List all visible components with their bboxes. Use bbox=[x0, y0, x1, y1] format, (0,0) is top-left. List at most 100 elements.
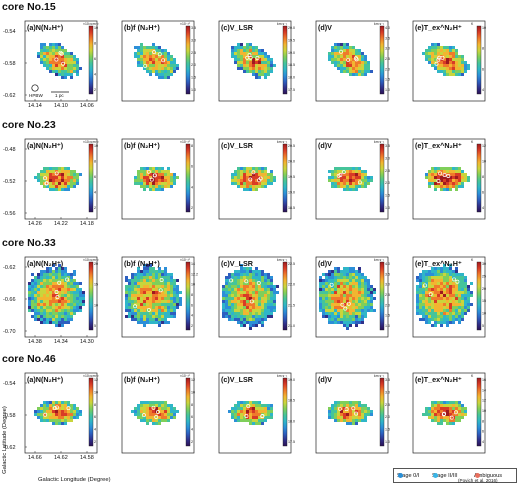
map-pixel bbox=[419, 291, 422, 294]
map-pixel bbox=[431, 401, 434, 404]
map-pixel bbox=[252, 173, 255, 176]
map-pixel bbox=[464, 179, 467, 182]
map-pixel bbox=[343, 404, 346, 407]
map-pixel bbox=[273, 285, 276, 288]
map-pixel bbox=[246, 312, 249, 315]
map-pixel bbox=[234, 291, 237, 294]
map-pixel bbox=[337, 309, 340, 312]
colorbar-tick: 25 bbox=[482, 274, 486, 278]
map-pixel bbox=[134, 52, 137, 55]
colorbar-tick: 1.5 bbox=[385, 78, 390, 82]
map-pixel bbox=[267, 279, 270, 282]
map-pixel bbox=[355, 401, 358, 404]
x-axis-label: Galactic Longitude (Degree) bbox=[38, 477, 111, 483]
map-pixel bbox=[355, 73, 358, 76]
map-pixel bbox=[264, 52, 267, 55]
map-pixel bbox=[249, 297, 252, 300]
map-pixel bbox=[434, 55, 437, 58]
map-pixel bbox=[131, 285, 134, 288]
map-pixel bbox=[461, 176, 464, 179]
map-pixel bbox=[264, 176, 267, 179]
map-pixel bbox=[246, 179, 249, 182]
map-pixel bbox=[355, 419, 358, 422]
map-pixel bbox=[70, 61, 73, 64]
map-pixel bbox=[458, 321, 461, 324]
map-pixel bbox=[437, 413, 440, 416]
map-pixel bbox=[79, 173, 82, 176]
map-pixel bbox=[252, 282, 255, 285]
map-pixel bbox=[467, 303, 470, 306]
map-pixel bbox=[149, 185, 152, 188]
map-pixel bbox=[146, 294, 149, 297]
map-pixel bbox=[458, 64, 461, 67]
map-pixel bbox=[255, 282, 258, 285]
map-pixel bbox=[49, 291, 52, 294]
map-pixel bbox=[349, 188, 352, 191]
map-pixel bbox=[164, 312, 167, 315]
map-pixel bbox=[137, 285, 140, 288]
map-pixel bbox=[73, 413, 76, 416]
map-pixel bbox=[28, 282, 31, 285]
colorbar bbox=[88, 25, 94, 95]
map-pixel bbox=[270, 182, 273, 185]
map-pixel bbox=[449, 410, 452, 413]
map-pixel bbox=[249, 419, 252, 422]
colorbar-tick: 10 bbox=[94, 303, 98, 307]
map-pixel bbox=[346, 64, 349, 67]
map-pixel bbox=[61, 303, 64, 306]
map-pixel bbox=[70, 404, 73, 407]
map-pixel bbox=[146, 173, 149, 176]
map-pixel bbox=[361, 67, 364, 70]
map-pixel bbox=[231, 416, 234, 419]
map-pixel bbox=[252, 416, 255, 419]
map-pixel bbox=[228, 309, 231, 312]
map-pixel bbox=[237, 170, 240, 173]
map-pixel bbox=[61, 285, 64, 288]
map-pixel bbox=[419, 288, 422, 291]
map-pixel bbox=[325, 306, 328, 309]
map-pixel bbox=[258, 67, 261, 70]
map-pixel bbox=[152, 67, 155, 70]
map-pixel bbox=[234, 318, 237, 321]
map-pixel bbox=[334, 285, 337, 288]
map-pixel bbox=[446, 401, 449, 404]
map-pixel bbox=[358, 49, 361, 52]
map-pixel bbox=[49, 49, 52, 52]
map-pixel bbox=[434, 282, 437, 285]
map-pixel bbox=[58, 407, 61, 410]
map-pixel bbox=[328, 288, 331, 291]
map-pixel bbox=[337, 321, 340, 324]
map-pixel bbox=[364, 182, 367, 185]
map-pixel bbox=[249, 294, 252, 297]
map-pixel bbox=[449, 309, 452, 312]
map-pixel bbox=[364, 291, 367, 294]
map-pixel bbox=[261, 64, 264, 67]
map-pixel bbox=[343, 309, 346, 312]
map-pixel bbox=[322, 273, 325, 276]
colorbar-tick: 2.0 bbox=[191, 63, 196, 67]
map-pixel bbox=[258, 288, 261, 291]
map-pixel bbox=[255, 422, 258, 425]
map-pixel bbox=[73, 404, 76, 407]
map-pixel bbox=[422, 288, 425, 291]
map-pixel bbox=[167, 413, 170, 416]
map-pixel bbox=[240, 315, 243, 318]
map-pixel bbox=[243, 309, 246, 312]
map-pixel bbox=[34, 318, 37, 321]
map-pixel bbox=[340, 315, 343, 318]
map-pixel bbox=[364, 64, 367, 67]
map-pixel bbox=[437, 321, 440, 324]
map-pixel bbox=[446, 55, 449, 58]
map-pixel bbox=[252, 279, 255, 282]
map-pixel bbox=[437, 416, 440, 419]
map-pixel bbox=[225, 303, 228, 306]
map-pixel bbox=[55, 413, 58, 416]
map-pixel bbox=[437, 291, 440, 294]
map-pixel bbox=[76, 410, 79, 413]
map-pixel bbox=[334, 173, 337, 176]
map-pixel bbox=[49, 170, 52, 173]
colorbar-tick: 30 bbox=[482, 262, 486, 266]
map-pixel bbox=[273, 288, 276, 291]
map-pixel bbox=[364, 285, 367, 288]
source-marker bbox=[255, 56, 260, 60]
